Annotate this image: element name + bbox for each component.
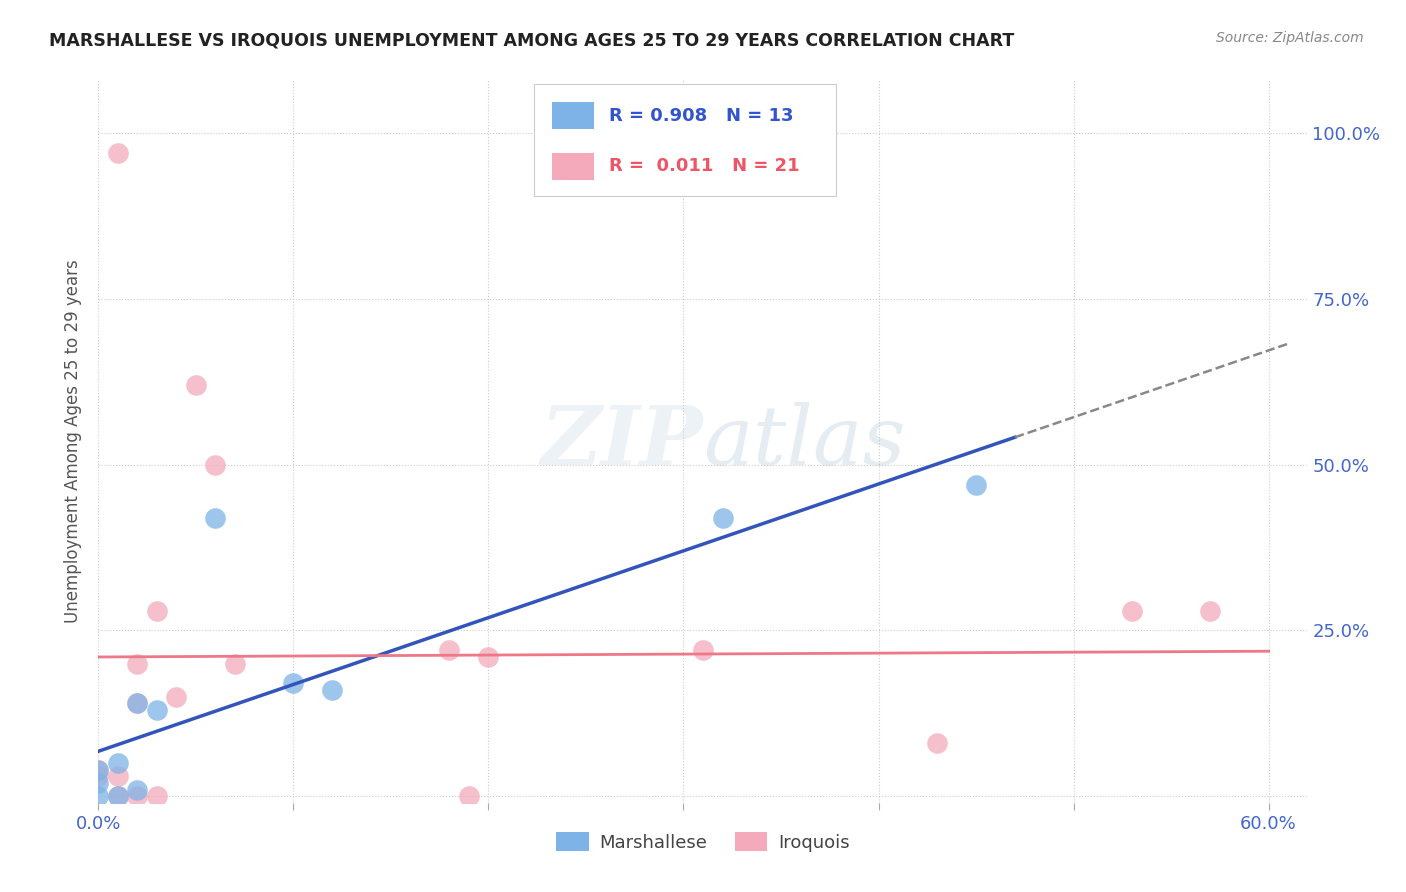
- FancyBboxPatch shape: [551, 102, 595, 129]
- Point: [87, 776, 110, 790]
- Point: [321, 683, 343, 698]
- Text: MARSHALLESE VS IROQUOIS UNEMPLOYMENT AMONG AGES 25 TO 29 YEARS CORRELATION CHART: MARSHALLESE VS IROQUOIS UNEMPLOYMENT AMO…: [49, 31, 1015, 49]
- Point: [127, 782, 149, 797]
- Point: [146, 789, 169, 804]
- Text: atlas: atlas: [703, 401, 905, 482]
- Point: [711, 510, 734, 524]
- Legend: Marshallese, Iroquois: Marshallese, Iroquois: [550, 824, 856, 859]
- Point: [107, 769, 129, 783]
- Point: [165, 690, 187, 704]
- Point: [107, 789, 129, 804]
- Point: [439, 643, 461, 657]
- Point: [204, 510, 226, 524]
- Point: [965, 477, 987, 491]
- Point: [127, 697, 149, 711]
- Point: [184, 378, 207, 392]
- Point: [146, 603, 169, 617]
- Point: [87, 763, 110, 777]
- Point: [477, 650, 499, 665]
- Point: [127, 657, 149, 671]
- Point: [127, 697, 149, 711]
- Text: R = 0.908   N = 13: R = 0.908 N = 13: [609, 107, 793, 125]
- FancyBboxPatch shape: [551, 153, 595, 180]
- FancyBboxPatch shape: [534, 84, 837, 196]
- Point: [692, 643, 714, 657]
- Point: [224, 657, 246, 671]
- Point: [87, 789, 110, 804]
- Point: [146, 703, 169, 717]
- Point: [107, 789, 129, 804]
- Text: ZIP: ZIP: [540, 401, 703, 482]
- Point: [1199, 603, 1222, 617]
- Point: [283, 676, 305, 690]
- Point: [107, 756, 129, 770]
- Point: [1121, 603, 1143, 617]
- Point: [204, 458, 226, 472]
- Point: [127, 789, 149, 804]
- Point: [925, 736, 948, 750]
- Text: Source: ZipAtlas.com: Source: ZipAtlas.com: [1216, 31, 1364, 45]
- Y-axis label: Unemployment Among Ages 25 to 29 years: Unemployment Among Ages 25 to 29 years: [65, 260, 83, 624]
- Text: R =  0.011   N = 21: R = 0.011 N = 21: [609, 157, 799, 175]
- Point: [87, 763, 110, 777]
- Point: [107, 146, 129, 161]
- Point: [458, 789, 481, 804]
- Point: [87, 769, 110, 783]
